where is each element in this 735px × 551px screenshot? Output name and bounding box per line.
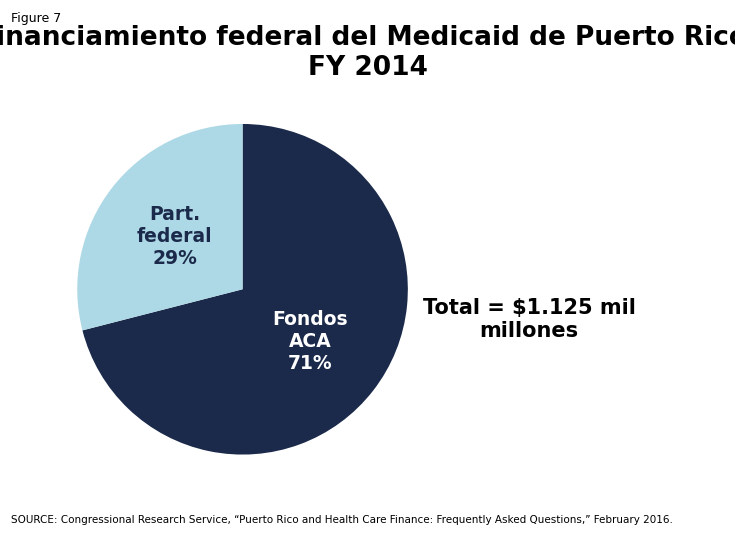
Wedge shape bbox=[77, 124, 243, 331]
Text: Figure 7: Figure 7 bbox=[11, 12, 61, 25]
Text: Part.
federal
29%: Part. federal 29% bbox=[137, 205, 212, 268]
Text: THE HENRY J.: THE HENRY J. bbox=[664, 507, 704, 512]
Text: FAMILY: FAMILY bbox=[663, 526, 706, 536]
Text: FOUNDATION: FOUNDATION bbox=[664, 538, 704, 543]
Wedge shape bbox=[82, 124, 408, 455]
Text: Financiamiento federal del Medicaid de Puerto Rico,
FY 2014: Financiamiento federal del Medicaid de P… bbox=[0, 25, 735, 81]
Text: SOURCE: Congressional Research Service, “Puerto Rico and Health Care Finance: Fr: SOURCE: Congressional Research Service, … bbox=[11, 515, 673, 525]
Text: KAISER: KAISER bbox=[662, 515, 707, 525]
Text: Total = $1.125 mil
millones: Total = $1.125 mil millones bbox=[423, 298, 636, 341]
Text: Fondos
ACA
71%: Fondos ACA 71% bbox=[273, 310, 348, 374]
